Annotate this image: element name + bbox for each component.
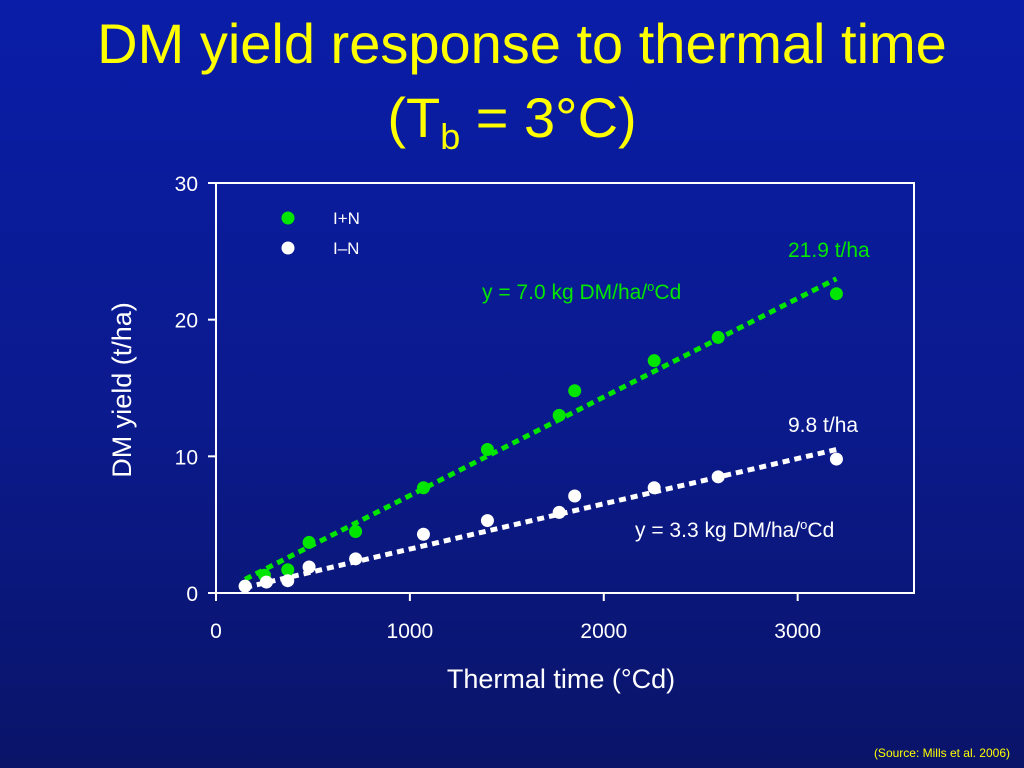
green-eq-sup: o xyxy=(647,279,654,294)
data-point xyxy=(416,527,430,541)
data-point xyxy=(568,384,582,398)
legend-label: I+N xyxy=(333,209,360,228)
x-tick-label: 1000 xyxy=(387,620,434,643)
subtitle-prefix: (T xyxy=(387,86,441,149)
source-citation: (Source: Mills et al. 2006) xyxy=(874,746,1010,760)
data-points xyxy=(238,287,843,593)
x-tick-label: 0 xyxy=(210,620,222,643)
x-axis-title: Thermal time (°Cd) xyxy=(447,664,675,694)
data-point xyxy=(302,535,316,549)
data-point xyxy=(829,452,843,466)
data-point xyxy=(416,481,430,495)
trendline xyxy=(244,447,838,590)
data-point xyxy=(302,560,316,574)
data-point xyxy=(711,330,725,344)
y-tick-label: 0 xyxy=(186,583,198,606)
green-eq-tail: Cd xyxy=(654,281,681,304)
y-tick-label: 10 xyxy=(175,446,198,469)
legend: I+N I–N xyxy=(281,209,360,258)
white-endpoint-label: 9.8 t/ha xyxy=(788,414,858,437)
data-point xyxy=(568,489,582,503)
data-point xyxy=(829,287,843,301)
white-eq-sup: o xyxy=(800,517,807,532)
data-point xyxy=(647,354,661,368)
page-title: DM yield response to thermal time xyxy=(97,12,947,75)
white-equation-label: y = 3.3 kg DM/ha/oCd xyxy=(635,517,834,542)
subtitle-suffix: = 3°C) xyxy=(460,86,637,149)
green-endpoint-label: 21.9 t/ha xyxy=(788,239,870,262)
trendline xyxy=(243,276,838,582)
white-eq-main: y = 3.3 kg DM/ha/ xyxy=(635,519,800,542)
x-tick-label: 2000 xyxy=(580,620,627,643)
data-point xyxy=(480,443,494,456)
green-equation-label: y = 7.0 kg DM/ha/oCd xyxy=(482,279,681,304)
subtitle-subscript: b xyxy=(440,116,461,157)
data-point xyxy=(349,525,363,538)
axis-ticks: 0 10 20 30 0 1000 2000 3000 xyxy=(175,173,821,643)
legend-marker xyxy=(281,211,295,225)
trendlines xyxy=(243,276,838,590)
y-tick-label: 30 xyxy=(175,173,198,196)
data-point xyxy=(281,574,295,588)
data-point xyxy=(480,514,494,528)
data-point xyxy=(281,563,295,577)
white-eq-tail: Cd xyxy=(807,519,834,542)
data-point xyxy=(238,579,252,593)
plot-area xyxy=(215,182,915,594)
y-tick-label: 20 xyxy=(175,310,198,333)
page-subtitle: (Tb = 3°C) xyxy=(0,86,1024,169)
data-point xyxy=(259,575,273,589)
x-tick-label: 3000 xyxy=(774,620,821,643)
green-eq-main: y = 7.0 kg DM/ha/ xyxy=(482,281,647,304)
data-point xyxy=(552,408,566,422)
legend-label: I–N xyxy=(333,239,359,258)
y-axis-title: DM yield (t/ha) xyxy=(107,302,137,478)
data-point xyxy=(647,481,661,495)
data-point xyxy=(349,552,363,566)
data-point xyxy=(711,470,725,484)
legend-marker xyxy=(281,241,295,255)
data-point xyxy=(552,505,566,519)
